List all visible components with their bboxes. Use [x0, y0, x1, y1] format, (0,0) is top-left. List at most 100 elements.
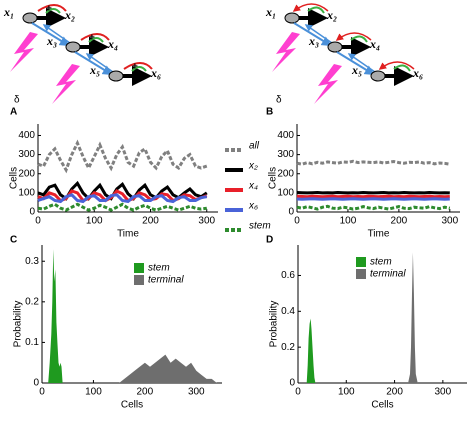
- y-axis-label: Cells: [268, 167, 279, 189]
- feedback-red: [378, 61, 415, 70]
- series-line: [296, 159, 451, 166]
- y-tick-label: 0.3: [25, 256, 39, 267]
- y-tick-label: 0.2: [25, 296, 39, 307]
- node-label: x₁: [265, 5, 276, 19]
- legend-label: stem: [370, 257, 392, 268]
- y-tick-label: 100: [18, 188, 35, 199]
- series-line: [296, 204, 451, 211]
- y-tick-label: 0: [29, 207, 35, 218]
- series-line: [37, 202, 208, 212]
- y-tick-label: 0: [288, 207, 294, 218]
- series-line: [37, 193, 208, 204]
- x-tick-label: 0: [39, 387, 45, 398]
- feedback-green: [350, 35, 368, 43]
- series-area: [408, 252, 418, 383]
- x-axis-label: Cells: [121, 400, 143, 411]
- legend-label: stem: [148, 263, 170, 274]
- node-label: x₂: [326, 8, 337, 22]
- sign: +: [394, 74, 400, 85]
- signal: [10, 32, 38, 72]
- feedback-red: [123, 62, 153, 70]
- arrow-blue: [85, 53, 114, 73]
- x-tick-label: 300: [198, 216, 215, 227]
- signal: [272, 32, 300, 72]
- sign: +: [351, 45, 357, 56]
- legend-swatch: [356, 269, 366, 279]
- x-axis-label: Time: [368, 229, 390, 240]
- node-label: x₄: [107, 37, 118, 51]
- feedback-green: [45, 8, 61, 14]
- node: [65, 41, 81, 53]
- legend-label: x₂: [248, 161, 258, 172]
- y-tick-label: 0: [33, 378, 39, 389]
- sign: +: [308, 16, 314, 27]
- x-tick-label: 200: [137, 387, 154, 398]
- node-label: x₃: [308, 34, 319, 48]
- y-tick-label: 0.2: [281, 342, 295, 353]
- series-line: [37, 139, 208, 174]
- y-tick-label: 200: [277, 168, 294, 179]
- x-tick-label: 300: [441, 216, 458, 227]
- x-tick-label: 0: [294, 216, 300, 227]
- x-tick-label: 100: [340, 216, 357, 227]
- arrow-blue: [31, 22, 70, 47]
- sign: +: [132, 62, 138, 73]
- x-tick-label: 0: [295, 387, 301, 398]
- x-tick-label: 200: [142, 216, 159, 227]
- x-tick-label: 100: [85, 387, 102, 398]
- node-label: x₄: [369, 37, 380, 51]
- arrow-blue: [74, 51, 113, 76]
- y-axis-label: Probability: [13, 301, 24, 348]
- arrow-blue: [347, 53, 376, 73]
- x-tick-label: 200: [386, 387, 403, 398]
- feedback-green: [131, 66, 147, 72]
- series-area: [48, 249, 63, 383]
- x-tick-label: 200: [391, 216, 408, 227]
- y-tick-label: 300: [277, 149, 294, 160]
- node-label: x₆: [150, 66, 161, 80]
- arrow-blue: [293, 22, 332, 47]
- node: [108, 70, 124, 82]
- legend-label: x₆: [248, 201, 258, 212]
- y-tick-label: 0.4: [281, 306, 295, 317]
- node: [284, 12, 300, 24]
- legend-label: terminal: [370, 269, 406, 280]
- y-axis-label: Probability: [269, 301, 280, 348]
- x-tick-label: 0: [35, 216, 41, 227]
- panel-label: C: [10, 235, 17, 246]
- feedback-green: [393, 64, 411, 72]
- node: [327, 41, 343, 53]
- panel-label: B: [266, 107, 273, 118]
- legend-swatch: [134, 275, 144, 285]
- legend-label: terminal: [148, 275, 184, 286]
- feedback-red: [292, 3, 329, 12]
- y-tick-label: 0.6: [281, 270, 295, 281]
- series-area: [306, 318, 316, 383]
- arrow-blue: [42, 24, 71, 44]
- x-tick-label: 100: [338, 387, 355, 398]
- y-tick-label: 0.1: [25, 337, 39, 348]
- x-axis-label: Time: [117, 229, 139, 240]
- y-axis-label: Cells: [9, 167, 20, 189]
- arrow-blue: [304, 24, 333, 44]
- node-label: x₆: [412, 66, 423, 80]
- series-area: [119, 354, 217, 383]
- x-tick-label: 100: [86, 216, 103, 227]
- legend-swatch: [134, 263, 144, 273]
- delta: δ: [276, 95, 282, 106]
- node-label: x₅: [89, 63, 100, 77]
- y-tick-label: 200: [18, 168, 35, 179]
- node: [22, 12, 38, 24]
- x-tick-label: 300: [435, 387, 452, 398]
- feedback-green: [307, 6, 325, 14]
- y-tick-label: 0: [289, 378, 295, 389]
- x-tick-label: 300: [188, 387, 205, 398]
- x-axis-label: Cells: [371, 400, 393, 411]
- sign: +: [89, 33, 95, 44]
- panel-label: D: [266, 235, 273, 246]
- signal: [314, 64, 342, 104]
- y-tick-label: 300: [18, 149, 35, 160]
- panel-label: A: [10, 107, 17, 118]
- feedback-red: [335, 32, 372, 41]
